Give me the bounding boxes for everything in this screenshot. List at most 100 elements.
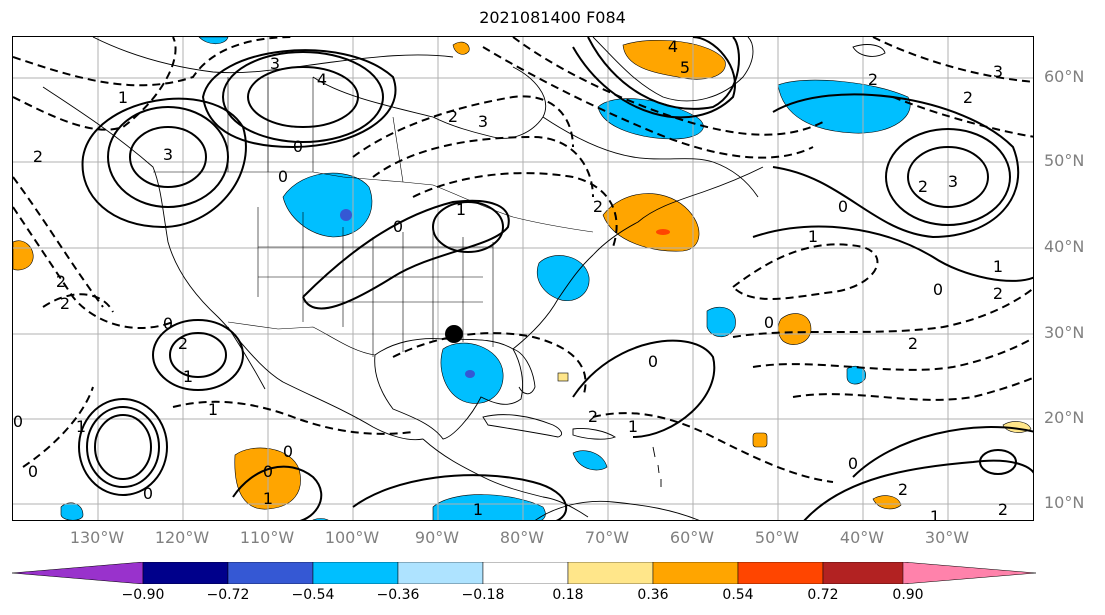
contour-label: 4 xyxy=(668,37,678,56)
dashed-contour-trough-canada-3 xyxy=(412,172,618,248)
map-title: 2021081400 F084 xyxy=(479,8,626,27)
contour-label: 2 xyxy=(448,107,458,126)
dashed-contour-trough-canada-1 xyxy=(352,95,574,158)
shaded-anomalies xyxy=(13,37,1032,520)
contour-mid-atlantic-zero xyxy=(752,225,1033,282)
colorbar-tick-label: 0.72 xyxy=(807,587,839,603)
contour-label: 3 xyxy=(163,145,173,164)
colorbar-tick-label: 0.36 xyxy=(637,587,669,603)
contour-label: 0 xyxy=(393,217,403,236)
lon-label: 90°W xyxy=(414,528,460,547)
map-panel: 3 4 3 1 2 4 5 2 3 2 3 2 0 1 2 3 0 0 0 1 … xyxy=(12,36,1034,521)
dashed-contour-caribbean-east xyxy=(592,412,834,483)
contour-high-atlantic-3 xyxy=(772,93,1020,239)
contour-label: 2 xyxy=(56,272,66,291)
contour-label: 0 xyxy=(933,280,943,299)
contour-caribbean xyxy=(352,474,568,520)
contour-high-pacific-s-1 xyxy=(94,414,152,480)
contour-label: 0 xyxy=(848,454,858,473)
coastlines xyxy=(42,37,886,520)
lat-label: 30°N xyxy=(1044,323,1085,342)
colorbar-tick-label: −0.72 xyxy=(206,587,250,603)
contour-label: 2 xyxy=(60,294,70,313)
negative-anomaly-hudson-small xyxy=(198,37,229,45)
contour-label: 1 xyxy=(628,417,638,436)
negative-anomaly-caribbean-south xyxy=(432,494,546,520)
lesser-antilles xyxy=(652,446,662,487)
dashed-contour-trough-canada-2 xyxy=(372,135,594,198)
colorbar-tick-label: −0.18 xyxy=(461,587,505,603)
dashed-contour-gulf-area xyxy=(392,332,587,398)
contour-label: 1 xyxy=(808,227,818,246)
baja-california xyxy=(227,326,266,390)
negative-anomaly-northern-plains xyxy=(282,172,373,238)
colorbar xyxy=(12,562,1036,584)
colorbar-tick-label: 0.90 xyxy=(892,587,924,603)
colorbar-segment xyxy=(312,562,399,584)
colorbar-tick-label: −0.90 xyxy=(121,587,165,603)
contour-label: 1 xyxy=(456,200,466,219)
us-canada-border xyxy=(153,171,594,233)
solid-contours xyxy=(78,37,1033,520)
contour-high-baja-2 xyxy=(152,319,244,391)
negative-anomaly-core-gulf xyxy=(465,370,475,378)
contour-label: 0 xyxy=(838,197,848,216)
contour-label: 0 xyxy=(278,167,288,186)
colorbar-segment xyxy=(737,562,824,584)
contour-high-alaska-3 xyxy=(201,49,397,149)
colorbar-segment xyxy=(567,562,654,584)
contour-label: 2 xyxy=(908,334,918,353)
contour-label: 0 xyxy=(263,462,273,481)
lat-label: 10°N xyxy=(1044,493,1085,512)
lat-label: 20°N xyxy=(1044,408,1085,427)
negative-anomaly-labrador xyxy=(597,98,704,140)
contour-label: 2 xyxy=(918,177,928,196)
contour-label: 2 xyxy=(33,147,43,166)
lon-label: 40°W xyxy=(839,528,885,547)
dashed-contour-trough-greenland xyxy=(482,46,814,159)
contour-east-atlantic-high xyxy=(979,449,1017,475)
contour-high-pacific-s-3 xyxy=(78,398,168,496)
positive-anomaly-newfoundland xyxy=(602,193,700,252)
labrador-coast xyxy=(542,116,759,198)
cuba xyxy=(482,414,563,438)
negative-anomaly-north-atlantic xyxy=(777,79,911,134)
hispaniola xyxy=(572,428,617,440)
lat-label: 50°N xyxy=(1044,151,1085,170)
contour-label: 1 xyxy=(473,500,483,519)
us-mexico-border xyxy=(227,321,376,356)
negative-anomaly-caribbean-east xyxy=(572,450,608,471)
dashed-contour-subtropics-3 xyxy=(792,376,1033,401)
positive-anomaly-hudson xyxy=(452,41,470,55)
lon-label: 60°W xyxy=(669,528,715,547)
contour-label: 1 xyxy=(263,489,273,508)
dashed-contour-pacific-low xyxy=(22,386,94,468)
political-borders xyxy=(153,77,594,357)
dashed-contour-subtropics-1 xyxy=(732,287,1033,338)
colorbar-segment xyxy=(227,562,314,584)
canadian-arctic xyxy=(92,37,454,74)
lon-label: 110°W xyxy=(239,528,295,547)
dashed-contour-trough-greenland-2 xyxy=(512,37,824,136)
contour-label: 0 xyxy=(293,137,303,156)
contour-label: 2 xyxy=(993,284,1003,303)
contour-label: 3 xyxy=(270,54,280,73)
dashed-contour-east-atlantic-2 xyxy=(892,96,1033,138)
florida xyxy=(512,348,536,395)
colorbar-segments xyxy=(12,562,1036,584)
canada-province-lines xyxy=(227,77,404,183)
contour-high-baja-1 xyxy=(169,332,227,378)
contour-high-pacific-3 xyxy=(81,97,247,229)
negative-anomaly-pacific-sw xyxy=(60,502,84,520)
south-america-north xyxy=(535,500,700,520)
colorbar-tick-label: −0.54 xyxy=(291,587,335,603)
contour-label: 1 xyxy=(183,367,193,386)
contour-ridge-greenland-2 xyxy=(587,37,740,110)
contour-high-atlantic-2 xyxy=(885,128,1011,226)
hudson-bay-outline xyxy=(312,66,547,139)
contour-label: 5 xyxy=(680,58,690,77)
lon-label: 50°W xyxy=(754,528,800,547)
contour-label: 2 xyxy=(588,407,598,426)
positive-anomaly-west-edge xyxy=(13,240,34,271)
iceland xyxy=(852,44,886,57)
